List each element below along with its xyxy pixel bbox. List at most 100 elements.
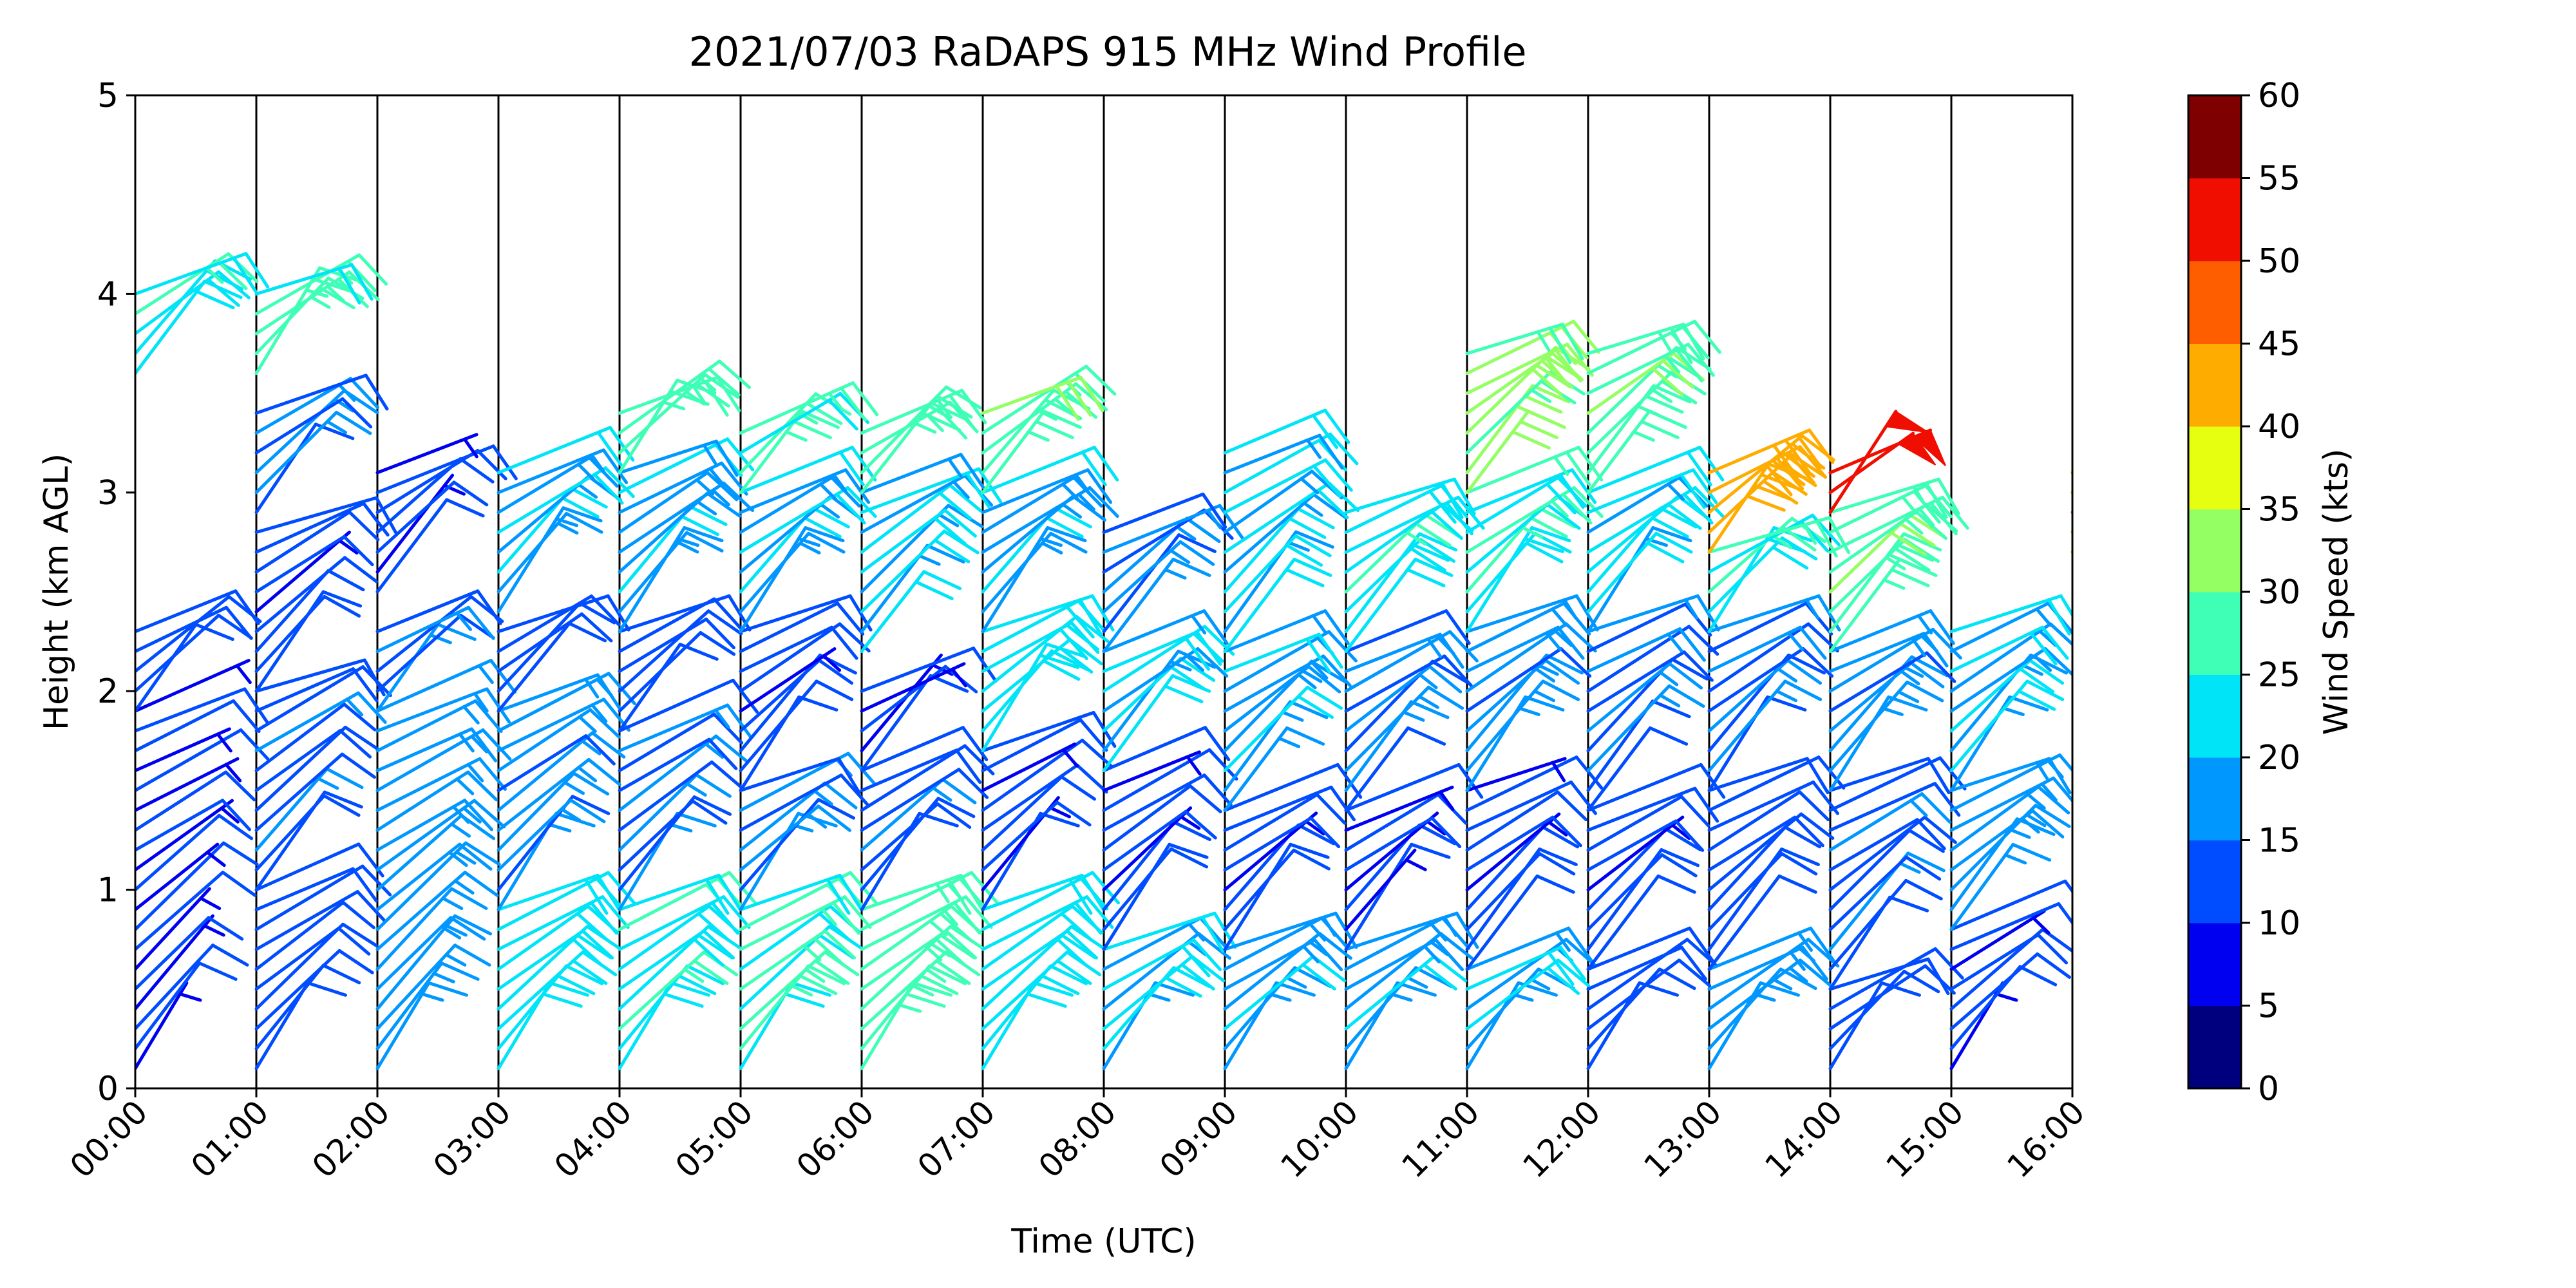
barb-shaft xyxy=(1586,370,1673,455)
barb-half-feather xyxy=(325,419,348,434)
wind-barb xyxy=(497,511,603,594)
barb-feather xyxy=(1086,468,1113,504)
barb-feather xyxy=(1430,510,1463,540)
barb-feather xyxy=(1049,531,1088,554)
barb-feather xyxy=(224,770,256,802)
wind-barb xyxy=(254,864,392,931)
barb-feather xyxy=(831,901,860,935)
barb-shaft xyxy=(1949,909,2046,971)
barb-shaft xyxy=(375,498,449,594)
colorbar-segment xyxy=(2188,1005,2241,1089)
barb-shaft xyxy=(860,529,946,614)
barb-feather xyxy=(807,531,846,554)
barb-shaft xyxy=(860,647,976,693)
barb-shaft xyxy=(135,842,220,911)
barb-half-feather xyxy=(714,708,730,729)
barb-shaft xyxy=(1586,526,1655,634)
barb-feather xyxy=(1906,851,1946,873)
barb-feather xyxy=(961,726,989,762)
barb-feather xyxy=(374,496,397,535)
barb-feather xyxy=(813,936,846,967)
wind-barb xyxy=(618,617,735,673)
barb-feather xyxy=(325,767,364,790)
colorbar-segment xyxy=(2188,923,2241,1006)
barb-shaft xyxy=(1828,947,1937,1011)
barb-half-feather xyxy=(1284,976,1307,989)
barb-shaft xyxy=(1586,594,1700,634)
x-axis-label: Time (UTC) xyxy=(1010,1222,1196,1261)
barb-feather xyxy=(1546,502,1581,530)
barb-feather xyxy=(458,842,493,871)
barb-feather xyxy=(343,703,377,732)
barb-shaft xyxy=(981,468,1090,515)
barb-feather xyxy=(804,526,845,542)
barb-feather xyxy=(960,388,987,424)
wind-barb xyxy=(618,481,755,554)
barb-feather xyxy=(1084,365,1117,396)
barb-feather xyxy=(706,609,743,636)
barb-half-feather xyxy=(1443,915,1458,937)
barb-feather xyxy=(911,981,952,997)
barb-feather xyxy=(2049,622,2072,647)
barb-feather xyxy=(1179,540,1215,566)
barb-shaft xyxy=(1949,625,2044,673)
barb-shaft xyxy=(1828,632,1926,673)
barb-shaft xyxy=(135,770,228,832)
barb-shaft xyxy=(618,773,698,852)
wind-barb xyxy=(375,433,478,475)
wind-barb xyxy=(375,842,493,911)
colorbar-segment xyxy=(2188,95,2241,178)
barb-shaft xyxy=(618,929,706,991)
barb-half-feather xyxy=(928,919,948,937)
barb-shaft xyxy=(739,929,827,991)
barb-shaft xyxy=(618,678,735,733)
barb-feather xyxy=(965,471,990,508)
barb-half-feather xyxy=(1534,667,1556,683)
barb-shaft xyxy=(1949,601,2050,654)
wind-barb xyxy=(254,276,365,355)
barb-feather xyxy=(1457,762,1484,799)
barb-shaft xyxy=(981,621,1074,673)
wind-barb xyxy=(860,647,998,693)
barb-feather xyxy=(669,981,710,997)
barb-feather xyxy=(1682,650,1714,682)
wind-barb xyxy=(375,727,497,773)
wind-barb xyxy=(618,799,728,872)
barb-shaft xyxy=(375,770,470,832)
barb-feather xyxy=(726,703,753,739)
barb-shaft xyxy=(1586,815,1685,892)
barb-feather xyxy=(491,444,518,480)
barb-shaft xyxy=(1223,911,1338,951)
wind-barb xyxy=(1465,526,1571,634)
barb-shaft xyxy=(1465,601,1566,654)
barb-half-feather xyxy=(683,967,705,983)
wind-barb xyxy=(981,964,1088,1050)
wind-barb xyxy=(254,667,379,713)
barb-shaft xyxy=(1465,594,1578,634)
colorbar xyxy=(2187,94,2242,1090)
wind-barb xyxy=(1344,632,1464,673)
wind-barb xyxy=(1707,755,1846,812)
wind-barb xyxy=(1465,815,1582,872)
barb-half-feather xyxy=(1530,388,1552,403)
barb-feather xyxy=(1571,319,1600,354)
wind-barb xyxy=(1102,492,1227,534)
barb-shaft xyxy=(135,605,228,654)
barb-feather xyxy=(427,981,468,997)
barb-feather xyxy=(1055,800,1092,827)
barb-feather xyxy=(1541,825,1580,849)
barb-feather xyxy=(1565,343,1594,377)
barb-half-feather xyxy=(455,850,477,865)
barb-feather xyxy=(1817,755,1846,790)
barb-feather xyxy=(1323,458,1353,492)
wind-barb xyxy=(1465,852,1576,931)
barb-shaft xyxy=(497,475,591,554)
barb-feather xyxy=(1677,958,1712,987)
barb-feather xyxy=(1644,394,1684,414)
wind-barb xyxy=(1707,757,1830,795)
barb-feather xyxy=(2028,658,2065,685)
barb-half-feather xyxy=(1910,636,1926,658)
barb-feather xyxy=(1293,558,1332,577)
wind-barb xyxy=(1102,773,1233,832)
barb-shaft xyxy=(739,625,833,673)
